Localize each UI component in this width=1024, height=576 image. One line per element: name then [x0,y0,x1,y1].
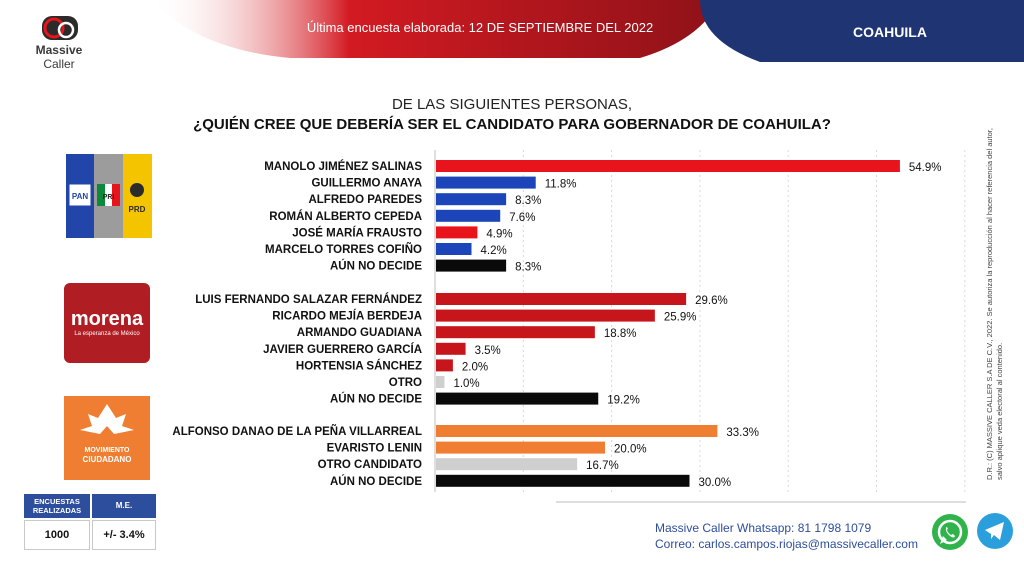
question-intro: DE LAS SIGUIENTES PERSONAS, [391,96,633,113]
bar-value-label: 8.3% [515,195,541,207]
bar-category-label: ALFONSO DANAO DE LA PEÑA VILLARREAL [172,425,422,438]
bar [436,259,507,272]
header-red-shape [150,0,720,58]
bar [436,193,507,206]
bar-value-label: 3.5% [475,345,501,357]
bar [436,376,445,388]
bar-value-label: 29.6% [695,295,728,307]
bar-category-label: ARMANDO GUADIANA [297,327,422,339]
bar [436,474,690,487]
brand-name: Massive [35,43,83,57]
bar-value-label: 30.0% [699,477,732,489]
margin-error-header: M.E. [92,494,156,518]
morena-logo: morena La esperanza de México [64,283,150,363]
prd-text: PRD [129,205,146,214]
brand-sub: Caller [43,57,75,71]
bar-value-label: 2.0% [462,361,488,373]
mc-line1: MOVIMIENTO [85,447,131,454]
bar-category-label: MARCELO TORRES COFIÑO [265,243,422,256]
bar-category-label: ROMÁN ALBERTO CEPEDA [269,210,422,223]
state-label: COAHUILA [853,24,927,40]
bar [436,226,478,239]
morena-text: morena [71,308,144,330]
bar-value-label: 1.0% [453,378,479,390]
bar-value-label: 20.0% [614,444,647,456]
whatsapp-icon[interactable] [930,512,970,552]
bar-category-label: OTRO CANDIDATO [318,459,422,471]
contact-info: Massive Caller Whatsapp: 81 1798 1079 Co… [655,520,918,552]
bar-value-label: 11.8% [545,179,577,191]
whatsapp-label: Massive Caller Whatsapp: [655,521,795,535]
bar [436,326,595,339]
bar-category-label: AÚN NO DECIDE [330,260,422,273]
bar-value-label: 33.3% [726,427,759,439]
massive-caller-logo [42,16,78,40]
last-survey-date: Última encuesta elaborada: 12 DE SEPTIEM… [306,20,654,35]
bar-value-label: 19.2% [607,395,640,407]
bar-value-label: 7.6% [509,212,535,224]
bar [436,176,536,189]
survey-stats-table: ENCUESTAS REALIZADAS M.E. 1000 +/- 3.4% [24,494,156,554]
email-link[interactable]: carlos.campos.riojas@massivecaller.com [698,537,918,551]
bar [436,342,466,355]
bar-value-label: 16.7% [586,460,619,472]
bar-category-label: EVARISTO LENIN [327,443,422,455]
bar [436,160,900,172]
bar [436,309,655,322]
question-title: ¿QUIÉN CREE QUE DEBERÍA SER EL CANDIDATO… [193,116,831,133]
header-band [150,0,1024,62]
telegram-icon[interactable] [976,512,1014,550]
bar-category-label: MANOLO JIMÉNEZ SALINAS [264,160,422,173]
bar-category-label: GUILLERMO ANAYA [311,178,422,190]
header-navy-shape [700,0,1024,62]
pri-text: PRI [103,194,115,201]
bar-category-label: OTRO [389,377,422,389]
bar-category-label: ALFREDO PAREDES [308,194,422,206]
bar-category-label: LUIS FERNANDO SALAZAR FERNÁNDEZ [195,293,422,306]
bar [436,359,453,372]
bar [436,293,687,305]
bar [436,392,599,405]
bar-category-label: AÚN NO DECIDE [330,475,422,488]
mc-line2: CIUDADANO [83,455,132,464]
surveys-value: 1000 [24,520,90,550]
bar-value-label: 25.9% [664,312,697,324]
bar-value-label: 4.9% [486,228,512,240]
bar-category-label: AÚN NO DECIDE [330,393,422,406]
bar-category-label: JOSÉ MARÍA FRAUSTO [292,226,422,239]
morena-tagline: La esperanza de México [74,331,140,337]
surveys-header: ENCUESTAS REALIZADAS [24,494,90,518]
bar [436,458,578,471]
bar-category-label: RICARDO MEJÍA BERDEJA [272,310,422,323]
bar [436,425,718,437]
bar [436,209,501,222]
bar-category-label: JAVIER GUERRERO GARCÍA [263,343,422,356]
bar [436,243,472,255]
bar [436,441,605,454]
pan-text: PAN [72,192,89,201]
email-label: Correo: [655,537,696,551]
bar-value-label: 4.2% [480,245,506,257]
bar-value-label: 8.3% [515,262,541,274]
copyright-note: D.R.: (C) MASSIVE CALLER S.A DE C.V., 20… [985,128,1004,480]
margin-error-value: +/- 3.4% [92,520,156,550]
whatsapp-number[interactable]: 81 1798 1079 [797,521,872,535]
bar-value-label: 18.8% [604,328,637,340]
pan-pri-prd-logo: PAN PRI PRD [66,154,152,238]
bar-category-label: HORTENSIA SÁNCHEZ [296,359,422,372]
bar-value-label: 54.9% [909,162,942,174]
movimiento-ciudadano-logo: MOVIMIENTO CIUDADANO [64,396,150,480]
